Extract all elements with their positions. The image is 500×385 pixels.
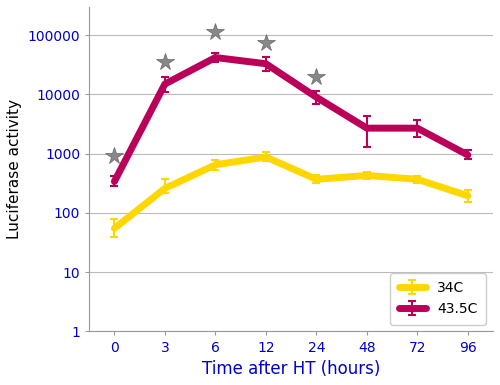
Legend: 34C, 43.5C: 34C, 43.5C [390, 273, 486, 325]
Y-axis label: Luciferase activity: Luciferase activity [7, 99, 22, 239]
X-axis label: Time after HT (hours): Time after HT (hours) [202, 360, 380, 378]
